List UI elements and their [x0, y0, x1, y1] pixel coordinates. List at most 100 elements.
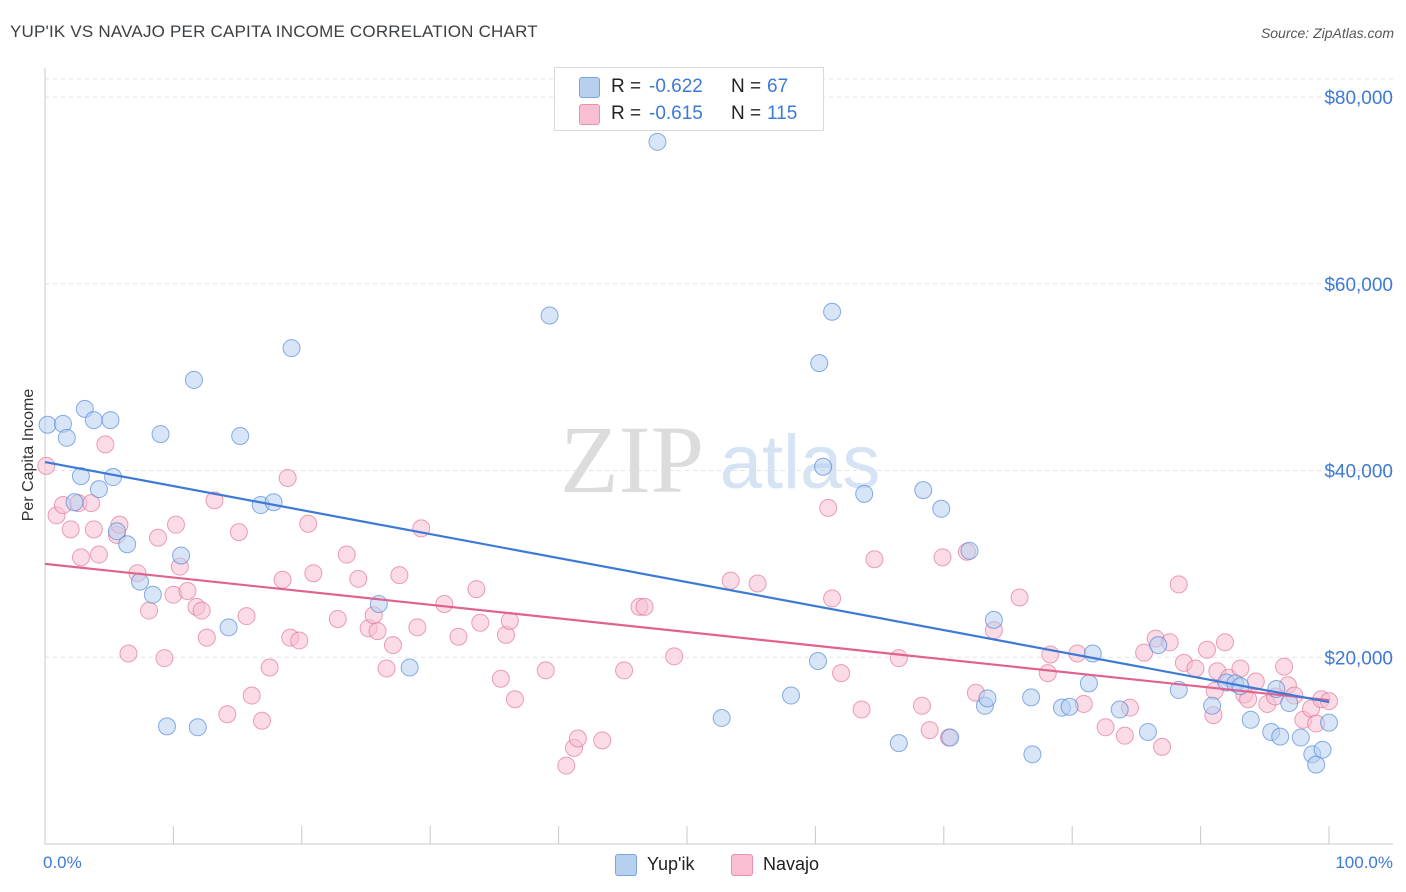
yupik-point	[172, 546, 191, 565]
navajo-point	[933, 548, 952, 567]
yupik-point	[810, 354, 829, 373]
navajo-point	[1135, 643, 1154, 662]
navajo-point	[304, 564, 323, 583]
navajo-point	[408, 618, 427, 637]
navajo-point	[178, 581, 197, 600]
legend-label-yupik: Yup'ik	[647, 854, 695, 874]
navajo-point	[449, 627, 468, 646]
n-label: N =	[731, 76, 762, 97]
yupik-point	[1022, 688, 1041, 707]
yupik-point	[188, 718, 207, 737]
navajo-point	[721, 571, 740, 590]
yupik-point	[889, 734, 908, 753]
navajo-point	[1153, 737, 1172, 756]
yupik-point	[941, 728, 960, 747]
yupik-point	[823, 302, 842, 321]
navajo-point	[273, 570, 292, 589]
navajo-point	[383, 636, 402, 655]
yupik-point	[84, 411, 103, 430]
navajo-point	[467, 580, 486, 599]
yupik-point	[960, 541, 979, 560]
yupik-point	[107, 522, 126, 541]
yupik-point	[808, 651, 827, 670]
stats-legend: R = -0.622 N = 67 R = -0.615 N = 115	[554, 67, 824, 131]
watermark-atlas: atlas	[720, 420, 881, 505]
navajo-point	[377, 659, 396, 678]
axes	[44, 68, 1393, 845]
navajo-point	[61, 520, 80, 539]
y-tick-labels: $20,000 $40,000 $60,000 $80,000	[1324, 88, 1393, 669]
yupik-point	[782, 686, 801, 705]
navajo-point	[140, 601, 159, 620]
navajo-point	[912, 696, 931, 715]
yupik-swatch	[579, 77, 600, 98]
navajo-point	[290, 631, 309, 650]
yupik-point	[1241, 710, 1260, 729]
navajo-point	[242, 686, 261, 705]
legend-label-navajo: Navajo	[763, 854, 820, 874]
navajo-point	[328, 609, 347, 628]
navajo-point	[1115, 726, 1134, 745]
navajo-point	[491, 669, 510, 688]
navajo-point	[557, 756, 576, 775]
navajo-point	[852, 700, 871, 719]
yupik-point	[400, 658, 419, 677]
navajo-point	[119, 644, 138, 663]
navajo-point	[205, 491, 224, 510]
navajo-point	[252, 711, 271, 730]
navajo-point	[1010, 588, 1029, 607]
navajo-point	[278, 468, 297, 487]
yupik-trend-line	[44, 461, 1330, 704]
navajo-point	[89, 545, 108, 564]
yupik-point	[1060, 697, 1079, 716]
navajo-point	[337, 545, 356, 564]
yupik-point	[814, 457, 833, 476]
yupik-legend-swatch	[615, 854, 637, 876]
source-label: Source: ZipAtlas.com	[1260, 25, 1394, 41]
y-tick-label: $40,000	[1324, 462, 1393, 483]
navajo-point	[237, 607, 256, 626]
navajo-point	[823, 589, 842, 608]
navajo-point	[1169, 575, 1188, 594]
navajo-point	[260, 658, 279, 677]
yupik-point	[1291, 728, 1310, 747]
yupik-point	[89, 480, 108, 499]
navajo-point	[665, 647, 684, 666]
navajo-point	[568, 729, 587, 748]
yupik-point	[1203, 696, 1222, 715]
navajo-legend-swatch	[731, 854, 753, 876]
yupik-point	[143, 585, 162, 604]
r-value: -0.615	[649, 103, 703, 124]
navajo-point	[192, 601, 211, 620]
navajo-point	[368, 622, 387, 641]
navajo-point	[1198, 640, 1217, 659]
navajo-point	[471, 613, 490, 632]
navajo-point	[84, 520, 103, 539]
yupik-point	[184, 370, 203, 389]
navajo-point	[505, 690, 524, 709]
y-tick-label: $80,000	[1324, 88, 1393, 109]
n-value: 67	[767, 76, 789, 97]
yupik-point	[1307, 755, 1326, 774]
yupik-point	[101, 411, 120, 430]
yupik-point	[1110, 700, 1129, 719]
navajo-point	[148, 528, 167, 547]
navajo-point	[536, 661, 555, 680]
series-legend: Yup'ik Navajo	[0, 852, 1406, 876]
yupik-point	[231, 426, 250, 445]
yupik-point	[1313, 740, 1332, 759]
yupik-point	[151, 425, 170, 444]
navajo-point	[1038, 664, 1057, 683]
yupik-point	[1023, 745, 1042, 764]
navajo-swatch	[579, 104, 600, 125]
yupik-point	[1079, 674, 1098, 693]
trend-lines	[44, 461, 1330, 704]
navajo-point	[71, 548, 90, 567]
yupik-point	[914, 481, 933, 500]
r-value: -0.622	[649, 76, 703, 97]
yupik-point	[118, 535, 137, 554]
navajo-point	[635, 597, 654, 616]
gridlines	[45, 78, 1393, 658]
x-tick-max: 100.0%	[1335, 853, 1393, 872]
yupik-point	[932, 499, 951, 518]
